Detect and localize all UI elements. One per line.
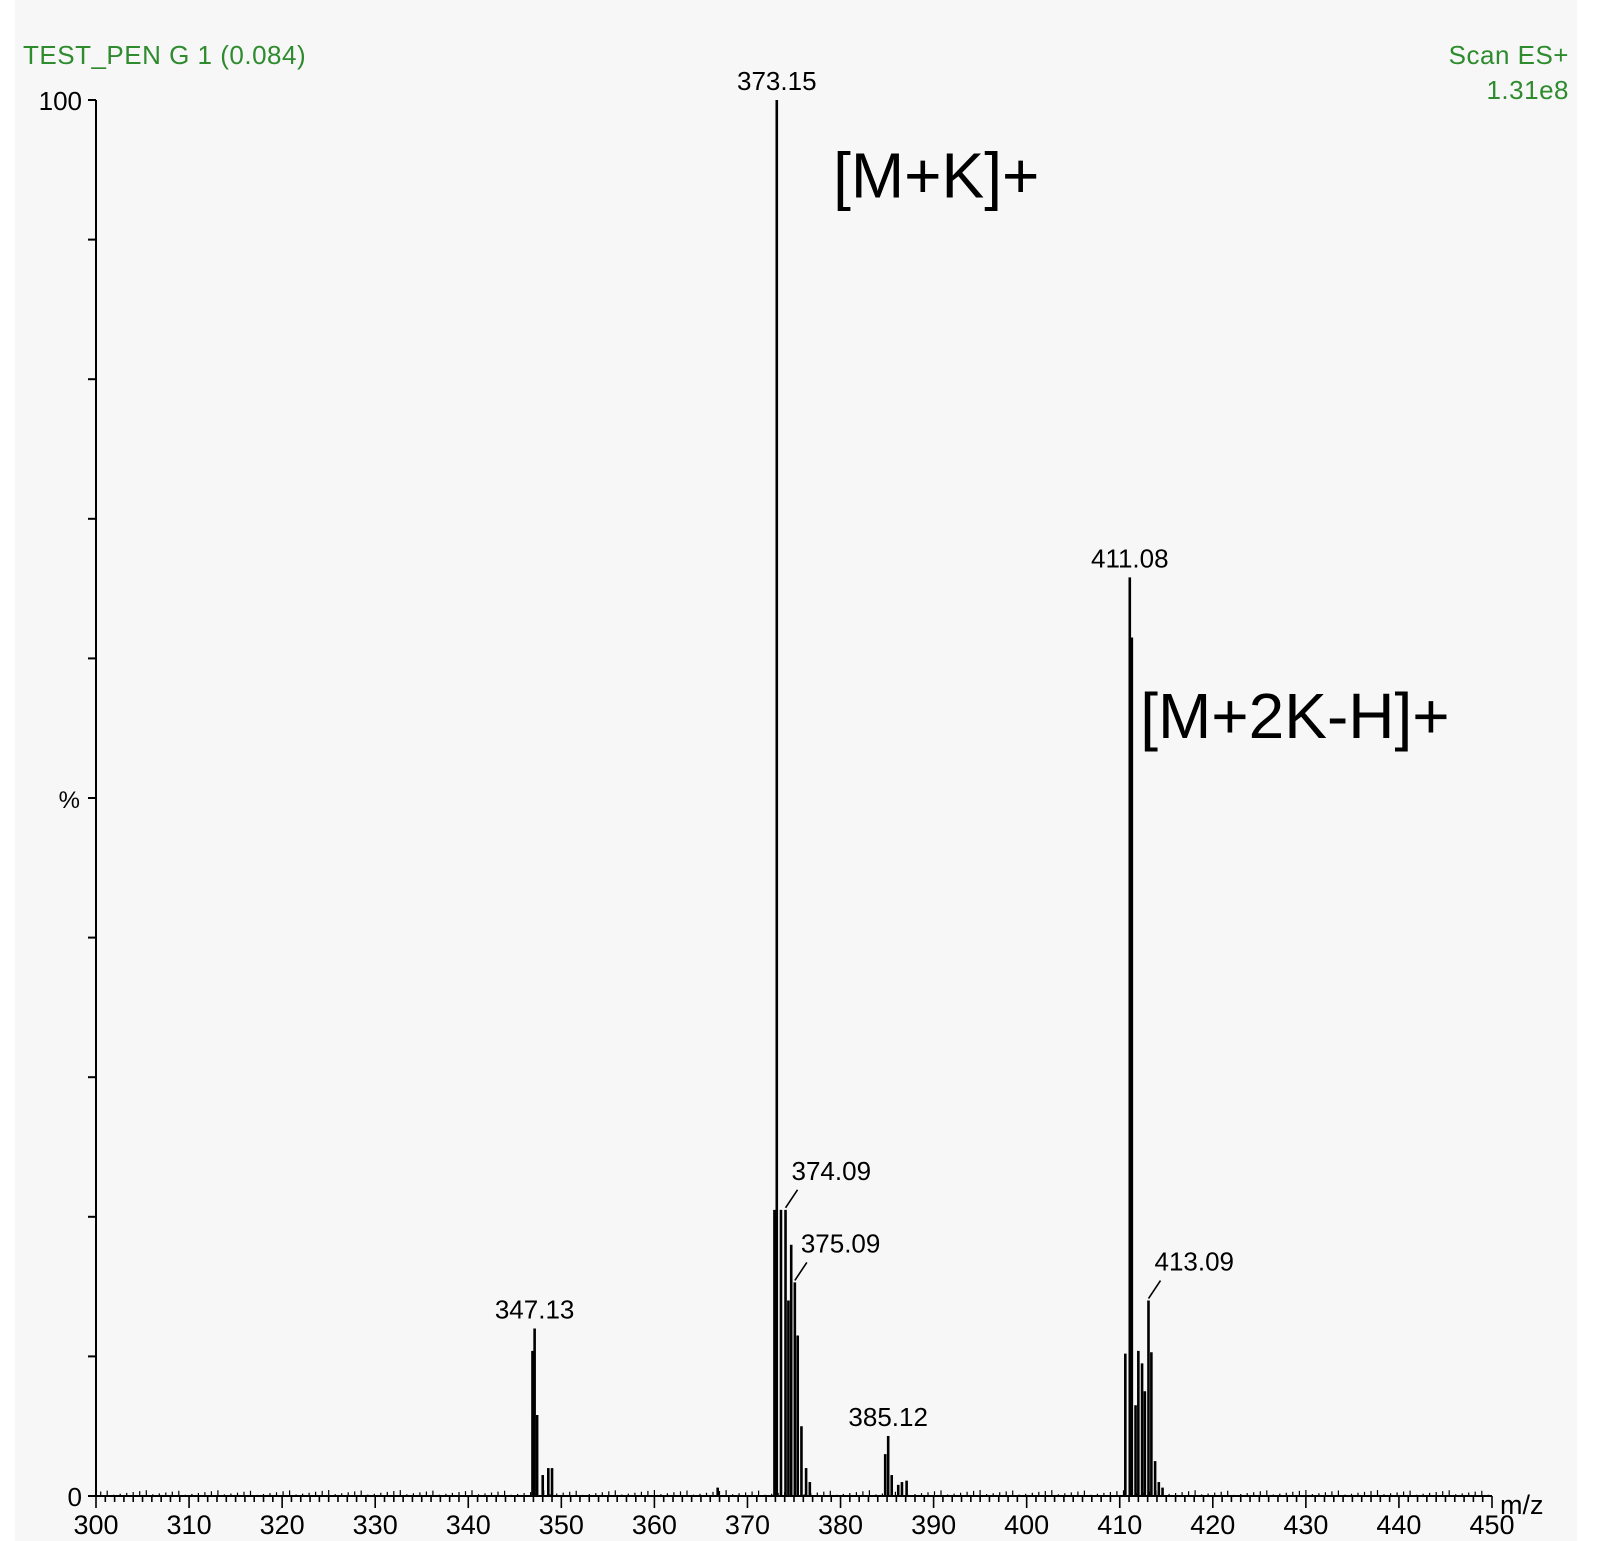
x-tick-label: 300 (73, 1510, 118, 1540)
peak-label: 347.13 (495, 1294, 575, 1324)
x-tick-label: 450 (1469, 1510, 1514, 1540)
peak-label: 375.09 (801, 1228, 881, 1258)
x-tick-label: 310 (167, 1510, 212, 1540)
x-tick-label: 370 (725, 1510, 770, 1540)
x-ticks: 300 310 320 330 340 350 360 370 380 390 400 410 420 4… (73, 1496, 1515, 1540)
peak-label: 413.09 (1154, 1247, 1234, 1277)
x-tick-label: 330 (353, 1510, 398, 1540)
x-tick-label: 410 (1097, 1510, 1142, 1540)
y-axis-max-label: 100 (39, 86, 82, 116)
peaks (531, 100, 1164, 1496)
x-tick-label: 440 (1376, 1510, 1421, 1540)
x-tick-label: 320 (260, 1510, 305, 1540)
peak-label-leader (784, 1189, 799, 1209)
baseline-noise (100, 1490, 1489, 1496)
peak-label-leader (794, 1261, 808, 1281)
x-tick-label: 380 (818, 1510, 863, 1540)
peak-label-leader (1147, 1280, 1162, 1300)
y-axis-label: % (59, 787, 80, 814)
ion-annotation: [M+2K-H]+ (1140, 680, 1449, 752)
x-axis-label: m/z (1500, 1490, 1544, 1520)
peak-label: 385.12 (848, 1402, 928, 1432)
x-tick-label: 400 (1004, 1510, 1049, 1540)
peak-label: 374.09 (792, 1156, 872, 1186)
x-tick-label: 340 (446, 1510, 491, 1540)
peak-label: 373.15 (737, 66, 817, 96)
ion-annotation: [M+K]+ (833, 140, 1039, 212)
y-axis-min-label: 0 (68, 1482, 82, 1512)
baseline-noise-trace (100, 1490, 1489, 1496)
x-tick-label: 420 (1190, 1510, 1235, 1540)
x-tick-label: 390 (911, 1510, 956, 1540)
x-tick-label: 360 (632, 1510, 677, 1540)
peak-labels: 347.13 373.15 374.09 375.09 385.12 411.08 413.… (495, 66, 1450, 1432)
x-tick-label: 430 (1283, 1510, 1328, 1540)
sample-label: TEST_PEN G 1 (0.084) (23, 40, 307, 70)
y-ticks (88, 99, 96, 1497)
scan-mode-label: Scan ES+ (1448, 40, 1569, 70)
peak-label: 411.08 (1091, 543, 1169, 573)
x-tick-label: 350 (539, 1510, 584, 1540)
base-peak-intensity: 1.31e8 (1486, 75, 1569, 105)
